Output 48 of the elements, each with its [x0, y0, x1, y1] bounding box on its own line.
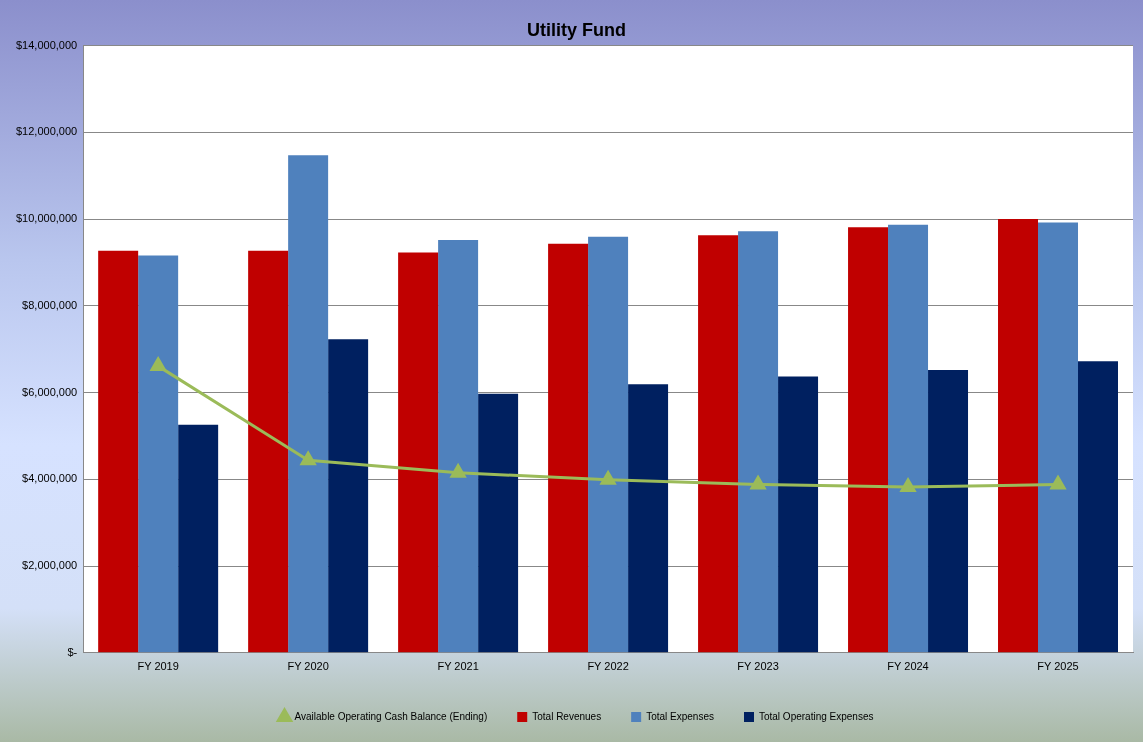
x-tick-label: FY 2020: [287, 660, 329, 673]
bar: [438, 239, 479, 653]
bar: [288, 155, 329, 653]
legend-label: Total Revenues: [532, 710, 602, 722]
bar: [1038, 222, 1079, 653]
point: [750, 476, 766, 490]
bar: [478, 393, 519, 653]
bar: [848, 227, 889, 653]
bar: [178, 424, 219, 653]
bar: [698, 235, 739, 653]
legend-label: Total Expenses: [646, 710, 714, 722]
y-tick-label: $12,000,000: [16, 125, 78, 138]
bar: [1078, 361, 1118, 653]
point: [600, 471, 616, 485]
bar: [588, 236, 629, 653]
bar: [548, 243, 589, 653]
y-tick-label: $8,000,000: [22, 298, 78, 311]
point: [900, 478, 916, 493]
y-tick-label: $4,000,000: [22, 472, 78, 485]
legend-label: Available Operating Cash Balance (Ending): [294, 710, 488, 722]
x-tick-label: FY 2021: [437, 660, 479, 673]
x-tick-label: FY 2019: [137, 660, 179, 673]
x-tick-label: FY 2022: [587, 660, 629, 673]
point: [1050, 476, 1066, 490]
point: [150, 357, 166, 372]
point: [450, 464, 466, 478]
bar: [248, 250, 289, 653]
y-tick-label: $2,000,000: [22, 559, 78, 572]
x-tick-label: FY 2025: [1037, 660, 1079, 673]
bar: [398, 252, 439, 653]
bar: [998, 219, 1039, 653]
y-tick-label: $6,000,000: [22, 385, 78, 398]
y-tick-label: $-: [67, 645, 78, 658]
bar: [98, 250, 139, 653]
chart-title: Utility Fund: [527, 19, 626, 40]
bar: [628, 384, 669, 653]
point: [300, 451, 316, 466]
y-tick-label: $10,000,000: [16, 212, 78, 225]
bar: [888, 224, 929, 653]
bar: [928, 370, 969, 653]
x-tick-label: FY 2023: [737, 660, 779, 673]
y-tick-label: $14,000,000: [16, 38, 78, 51]
bar: [738, 231, 779, 653]
x-tick-label: FY 2024: [887, 660, 929, 673]
bar: [778, 376, 819, 653]
bar: [138, 255, 179, 653]
bar: [328, 339, 369, 653]
legend-label: Total Operating Expenses: [758, 710, 874, 722]
